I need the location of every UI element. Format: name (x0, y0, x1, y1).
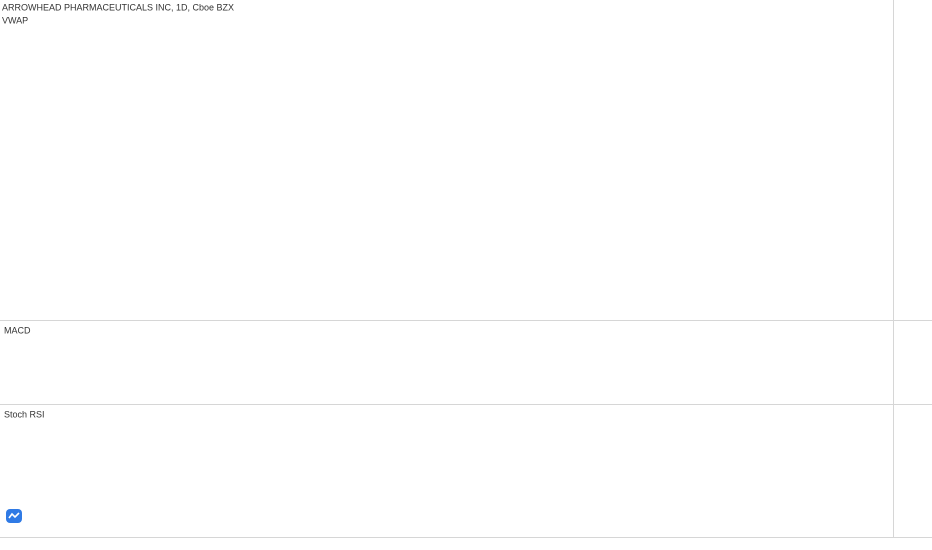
logo[interactable] (6, 509, 22, 523)
logo-glyph[interactable] (8, 512, 20, 519)
chart-title: ARROWHEAD PHARMACEUTICALS INC, 1D, Cboe … (2, 2, 234, 12)
indicator-label: MACD (4, 325, 31, 335)
indicator-label: Stoch RSI (4, 409, 45, 419)
indicator-label: VWAP (2, 15, 28, 25)
